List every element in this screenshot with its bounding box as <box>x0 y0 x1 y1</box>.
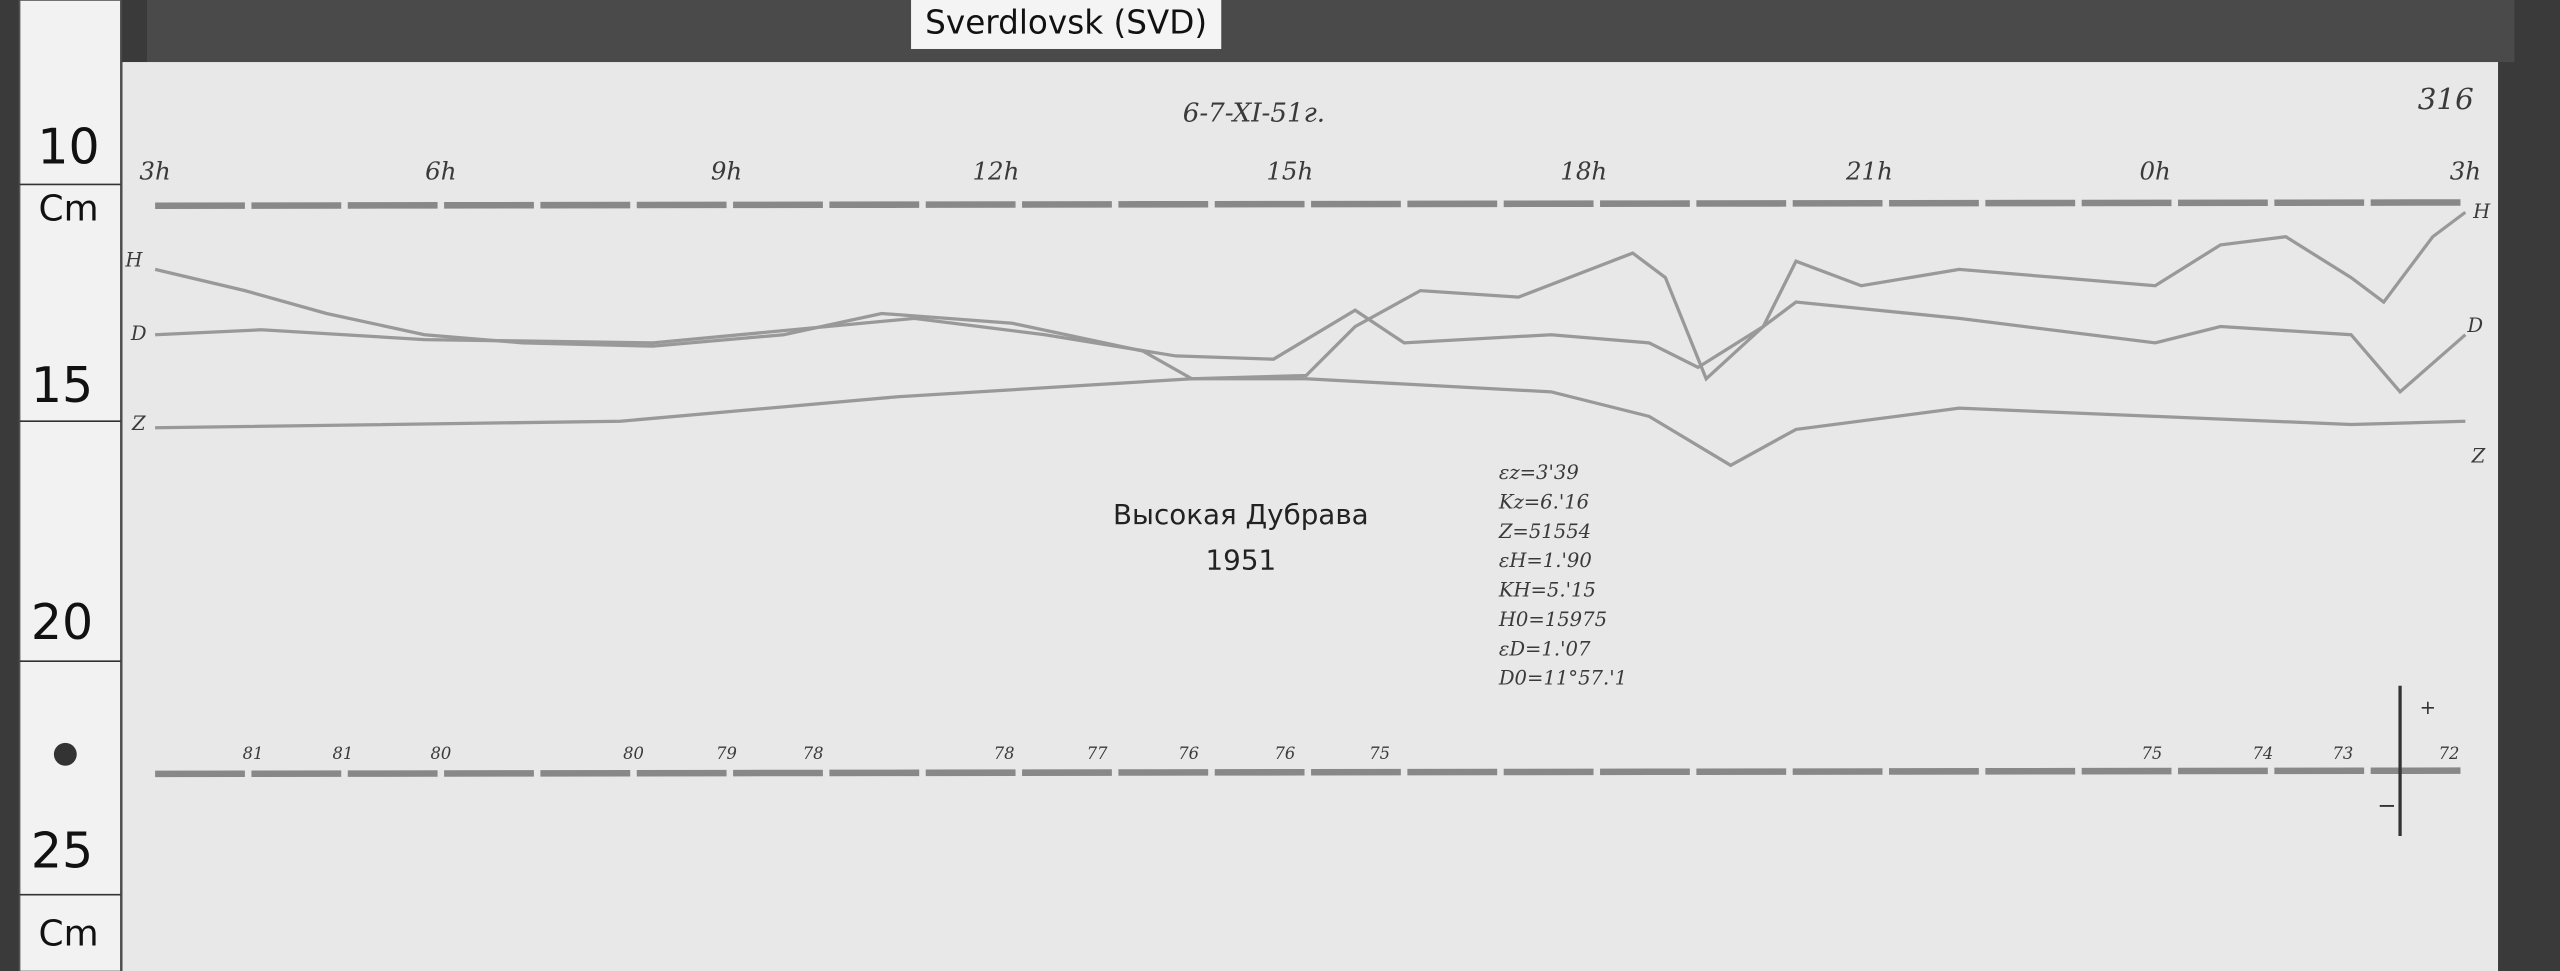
trace-label: H <box>2472 200 2491 223</box>
ruler-hole <box>53 742 77 766</box>
trace-label: D <box>130 322 147 345</box>
hour-label: 0h <box>2139 157 2170 186</box>
baseline-label: 78 <box>994 744 1015 763</box>
ruler-label: 10 <box>37 119 99 176</box>
baseline-label: 74 <box>2253 744 2274 763</box>
hour-label: 12h <box>972 157 1019 186</box>
ruler-label: Cm <box>39 914 99 955</box>
constant: KH=5.'15 <box>1498 579 1596 602</box>
baseline-label: 79 <box>716 744 737 763</box>
ruler-label: 20 <box>31 594 93 651</box>
baseline-label: 73 <box>2333 744 2354 763</box>
date: 6-7-XI-51г. <box>1183 98 1325 128</box>
ruler-label: 15 <box>31 357 93 414</box>
trace-label: H <box>124 249 143 272</box>
ruler-label: 25 <box>31 822 93 879</box>
station-label: Sverdlovsk (SVD) <box>925 3 1207 41</box>
constant: εH=1.'90 <box>1499 549 1592 572</box>
trace-h <box>154 210 2467 382</box>
constant: εz=3'39 <box>1499 461 1579 484</box>
hour-label: 18h <box>1560 157 1607 186</box>
baseline-label: 76 <box>1275 744 1296 763</box>
baseline-label: 80 <box>430 744 451 763</box>
trace-z <box>155 377 2466 468</box>
trace-label: Z <box>131 412 146 435</box>
minus-sign: − <box>2377 793 2396 819</box>
hour-label: 15h <box>1266 157 1313 186</box>
baseline-label: 80 <box>623 744 644 763</box>
top-band <box>146 0 2515 63</box>
constant: Kz=6.'16 <box>1498 490 1589 513</box>
baseline-label: 75 <box>2142 744 2163 763</box>
sheet-number: 316 <box>2418 82 2474 116</box>
baseline-label: 77 <box>1087 744 1108 763</box>
constant: Z=51554 <box>1498 520 1591 543</box>
trace-d <box>155 300 2467 395</box>
trace-label: Z <box>2471 445 2486 468</box>
trace-label: D <box>2466 314 2483 337</box>
constant: εD=1.'07 <box>1499 637 1591 660</box>
plus-sign: + <box>2420 696 2436 719</box>
baseline-label: 78 <box>803 744 824 763</box>
station-name: Высокая Дубрава <box>1113 498 1369 531</box>
baseline-label: 81 <box>332 744 353 763</box>
baseline-label: 72 <box>2439 744 2460 763</box>
constant: H0=15975 <box>1498 608 1607 631</box>
sheet <box>122 62 2499 971</box>
label-box <box>911 0 1222 49</box>
baseline-label: 81 <box>243 744 264 763</box>
ruler <box>18 0 122 971</box>
baseline-label: 75 <box>1369 744 1390 763</box>
constant: D0=11°57.'1 <box>1498 667 1627 690</box>
year: 1951 <box>1206 544 1277 577</box>
hour-label: 6h <box>425 157 456 186</box>
hour-label: 3h <box>139 157 170 186</box>
hour-label: 21h <box>1845 157 1893 186</box>
hour-label: 3h <box>2450 157 2481 186</box>
ruler-label: Cm <box>39 189 99 230</box>
hour-label: 9h <box>711 157 742 186</box>
baseline-label: 76 <box>1178 744 1199 763</box>
